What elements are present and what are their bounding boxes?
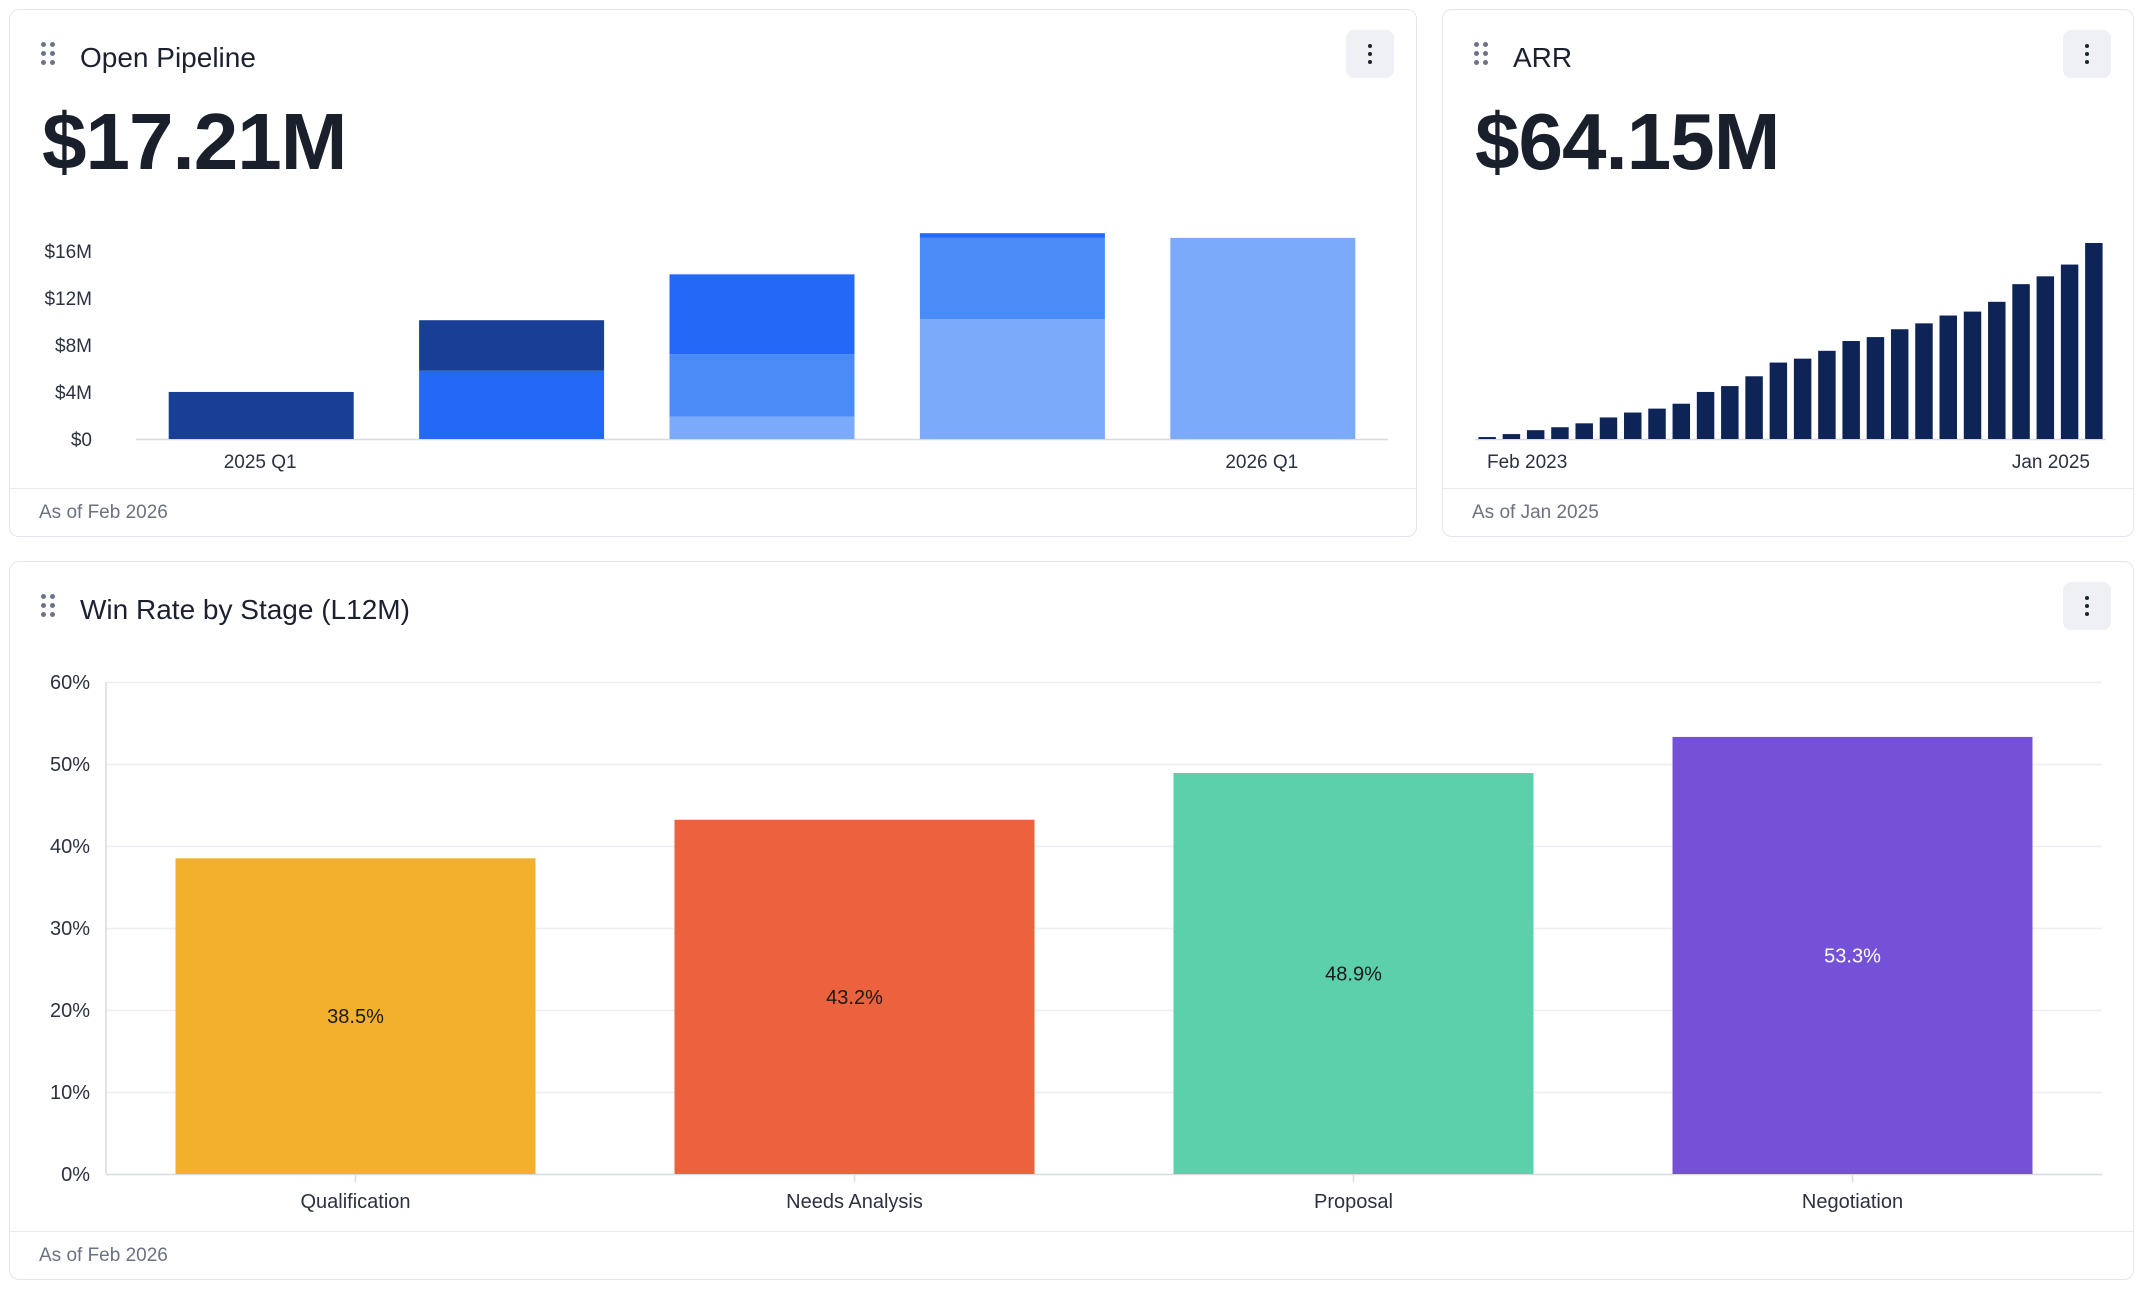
arr-bar: [2085, 243, 2103, 439]
pipeline-bar-segment: [1170, 237, 1356, 439]
y-tick-label: $12M: [44, 289, 92, 310]
arr-bar: [1551, 427, 1569, 439]
more-options-button[interactable]: [1346, 30, 1394, 78]
y-tick-label: 40%: [50, 836, 90, 858]
pipeline-bar-segment: [919, 319, 1105, 439]
card-header: Win Rate by Stage (L12M): [10, 562, 2133, 652]
y-tick-label: $16M: [44, 242, 92, 263]
arr-bar: [1769, 362, 1788, 439]
arr-bar: [1478, 437, 1496, 439]
metric-value: $64.15M: [1475, 97, 1780, 186]
x-tick-label: Negotiation: [1802, 1191, 1903, 1213]
arr-bar: [1721, 386, 1739, 439]
x-tick-label: 2025 Q1: [224, 452, 297, 473]
y-tick-label: $0: [71, 430, 92, 451]
y-tick-label: 50%: [50, 754, 90, 776]
win-rate-bar: [175, 858, 536, 1174]
arr-bar: [1599, 417, 1618, 439]
y-tick-label: $8M: [55, 336, 92, 357]
pipeline-bar-segment: [168, 391, 354, 439]
arr-bar: [1793, 358, 1812, 439]
x-tick-label: Jan 2025: [2012, 452, 2090, 473]
y-tick-label: 60%: [50, 672, 90, 694]
x-tick-label: Needs Analysis: [786, 1191, 923, 1213]
more-options-button[interactable]: [2063, 582, 2111, 630]
win-rate-bar: [1173, 773, 1534, 1174]
win-rate-bar: [674, 819, 1035, 1174]
arr-bar: [1745, 376, 1763, 439]
card-title: Win Rate by Stage (L12M): [80, 594, 410, 625]
as-of-date: As of Jan 2025: [1472, 502, 1599, 523]
y-tick-label: 10%: [50, 1082, 90, 1104]
x-tick-label: Qualification: [300, 1191, 410, 1213]
win-rate-bar: [1672, 736, 2033, 1174]
pipeline-bar-segment: [919, 237, 1105, 320]
arr-bar: [1890, 329, 1909, 439]
arr-bar: [1696, 391, 1715, 439]
card-footer: As of Jan 2025: [1443, 488, 2133, 536]
pipeline-bar-segment: [419, 370, 605, 439]
y-tick-label: 20%: [50, 1000, 90, 1022]
arr-bar: [1866, 337, 1885, 439]
drag-handle-icon[interactable]: [41, 594, 57, 620]
bar-data-label: 43.2%: [826, 987, 883, 1009]
drag-handle-icon[interactable]: [41, 42, 57, 68]
arr-bar: [1575, 423, 1593, 439]
arr-bar: [2036, 276, 2055, 439]
x-tick-label: Proposal: [1314, 1191, 1393, 1213]
arr-bar: [1624, 412, 1642, 439]
as-of-date: As of Feb 2026: [39, 1245, 168, 1266]
win-rate-card: Win Rate by Stage (L12M) 0% 10% 20% 30% 40% 5…: [9, 561, 2134, 1280]
card-footer: As of Feb 2026: [10, 488, 1416, 536]
arr-bar: [1963, 311, 1982, 439]
x-tick-label: 2026 Q1: [1225, 452, 1298, 473]
arr-bar: [1502, 434, 1521, 439]
y-tick-label: $4M: [55, 383, 92, 404]
arr-bar: [1672, 403, 1691, 439]
arr-bar: [1988, 301, 2006, 439]
pipeline-bar-segment: [919, 233, 1105, 238]
arr-bar: [1648, 408, 1666, 439]
pipeline-bar-segment: [669, 416, 855, 439]
bar-data-label: 38.5%: [327, 1006, 384, 1028]
arr-bar: [1915, 323, 1933, 439]
open-pipeline-card: Open Pipeline $17.21M $0 $4M $8M $12M $16M 20…: [9, 9, 1417, 537]
card-header: ARR: [1443, 10, 2133, 100]
y-tick-label: 30%: [50, 918, 90, 940]
arr-bar: [1526, 430, 1545, 439]
arr-bar: [2012, 284, 2030, 439]
card-title: ARR: [1513, 42, 1573, 73]
arr-bar-chart: Feb 2023 Jan 2025: [1475, 243, 2106, 473]
y-tick-label: 0%: [61, 1164, 90, 1186]
win-rate-bar-chart: 0% 10% 20% 30% 40% 50% 60% 38.5% Qualification 43…: [50, 672, 2102, 1213]
card-header: Open Pipeline: [10, 10, 1416, 100]
arr-bar: [2060, 264, 2079, 439]
bar-data-label: 48.9%: [1325, 964, 1382, 986]
pipeline-bar-chart: $0 $4M $8M $12M $16M 2025 Q1 2026 Q1: [44, 233, 1388, 473]
metric-value: $17.21M: [42, 97, 347, 186]
drag-handle-icon[interactable]: [1474, 42, 1490, 68]
arr-bar: [1818, 350, 1836, 439]
card-title: Open Pipeline: [80, 42, 256, 73]
pipeline-bar-segment: [669, 274, 855, 355]
more-options-button[interactable]: [2063, 30, 2111, 78]
as-of-date: As of Feb 2026: [39, 502, 168, 523]
bar-data-label: 53.3%: [1824, 945, 1881, 967]
pipeline-bar-segment: [669, 354, 855, 417]
pipeline-bar-segment: [419, 320, 605, 371]
x-tick-label: Feb 2023: [1487, 452, 1567, 473]
arr-bar: [1842, 341, 1860, 439]
arr-card: ARR $64.15M Feb 2023 Jan 2025 As of Jan 2…: [1442, 9, 2134, 537]
card-footer: As of Feb 2026: [10, 1231, 2133, 1279]
arr-bar: [1939, 315, 1957, 439]
